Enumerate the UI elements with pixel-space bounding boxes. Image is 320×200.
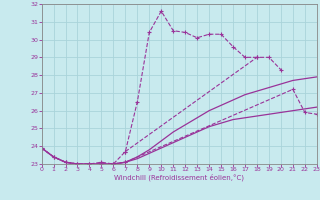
X-axis label: Windchill (Refroidissement éolien,°C): Windchill (Refroidissement éolien,°C) [114,174,244,181]
